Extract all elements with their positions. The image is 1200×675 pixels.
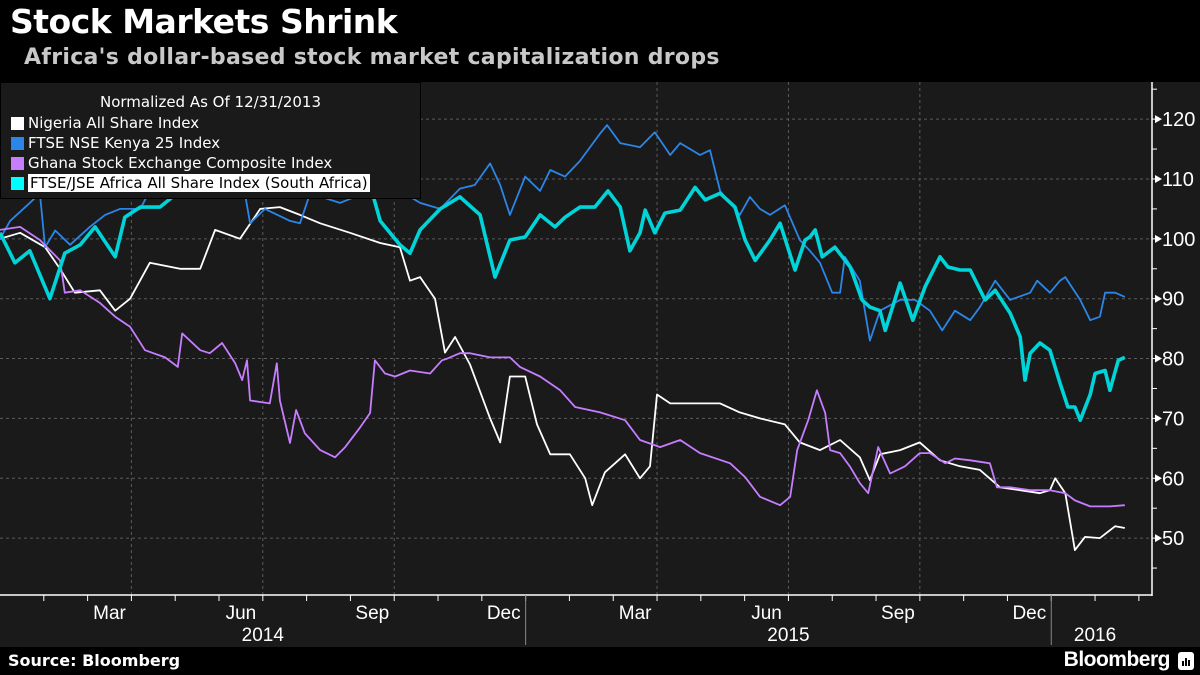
legend-label: FTSE/JSE Africa All Share Index (South A… [28,174,370,192]
x-month-label: Sep [881,603,915,624]
y-tick-label: 80 [1162,349,1184,371]
y-tick-marker [1155,294,1162,303]
x-year-label: 2014 [242,625,285,646]
y-tick-marker [1155,234,1162,243]
y-tick-marker [1155,534,1162,543]
bloomberg-terminal-icon [1178,652,1194,670]
x-month-label: Jun [751,603,782,624]
x-month-label: Jun [226,603,257,624]
y-tick-label: 60 [1162,468,1184,490]
legend-label: FTSE NSE Kenya 25 Index [28,134,221,152]
brand-logo: Bloomberg [1063,648,1171,671]
legend: Normalized As Of 12/31/2013 Nigeria All … [0,82,421,199]
legend-swatch [11,116,24,130]
legend-label: Nigeria All Share Index [28,114,200,132]
y-tick-marker [1155,115,1162,124]
legend-label: Ghana Stock Exchange Composite Index [28,154,333,172]
legend-swatch [11,176,24,190]
x-month-label: Dec [487,603,521,624]
y-tick-marker [1155,174,1162,183]
y-tick-label: 90 [1162,289,1184,311]
series-line-nigeria [0,206,1125,551]
y-tick-label: 110 [1162,169,1194,191]
footer: Source: Bloomberg Bloomberg [0,647,1200,675]
chart-title: Stock Markets Shrink [10,2,398,41]
legend-swatch [11,136,24,150]
y-tick-marker [1155,354,1162,363]
y-tick-label: 100 [1162,229,1195,251]
source-note: Source: Bloomberg [8,651,181,670]
y-tick-label: 120 [1162,109,1195,131]
y-tick-label: 50 [1162,528,1184,550]
y-tick-label: 70 [1162,408,1184,430]
x-year-label: 2015 [767,625,809,646]
y-tick-marker [1155,414,1162,423]
series-line-ghana [0,225,1125,508]
legend-item-kenya[interactable]: FTSE NSE Kenya 25 Index [1,133,420,153]
legend-item-ghana[interactable]: Ghana Stock Exchange Composite Index [1,153,420,173]
x-month-label: Sep [355,603,389,624]
legend-item-nigeria[interactable]: Nigeria All Share Index [1,113,420,133]
legend-swatch [11,156,24,170]
x-year-label: 2016 [1074,625,1116,646]
legend-item-south-africa[interactable]: FTSE/JSE Africa All Share Index (South A… [1,173,420,193]
x-month-label: Dec [1012,603,1046,624]
x-month-label: Mar [619,603,652,624]
series-line-south-africa [0,171,1126,423]
chart-subtitle: Africa's dollar-based stock market capit… [24,45,720,70]
legend-title: Normalized As Of 12/31/2013 [100,93,321,111]
x-month-label: Mar [93,603,126,624]
y-tick-marker [1155,474,1162,483]
